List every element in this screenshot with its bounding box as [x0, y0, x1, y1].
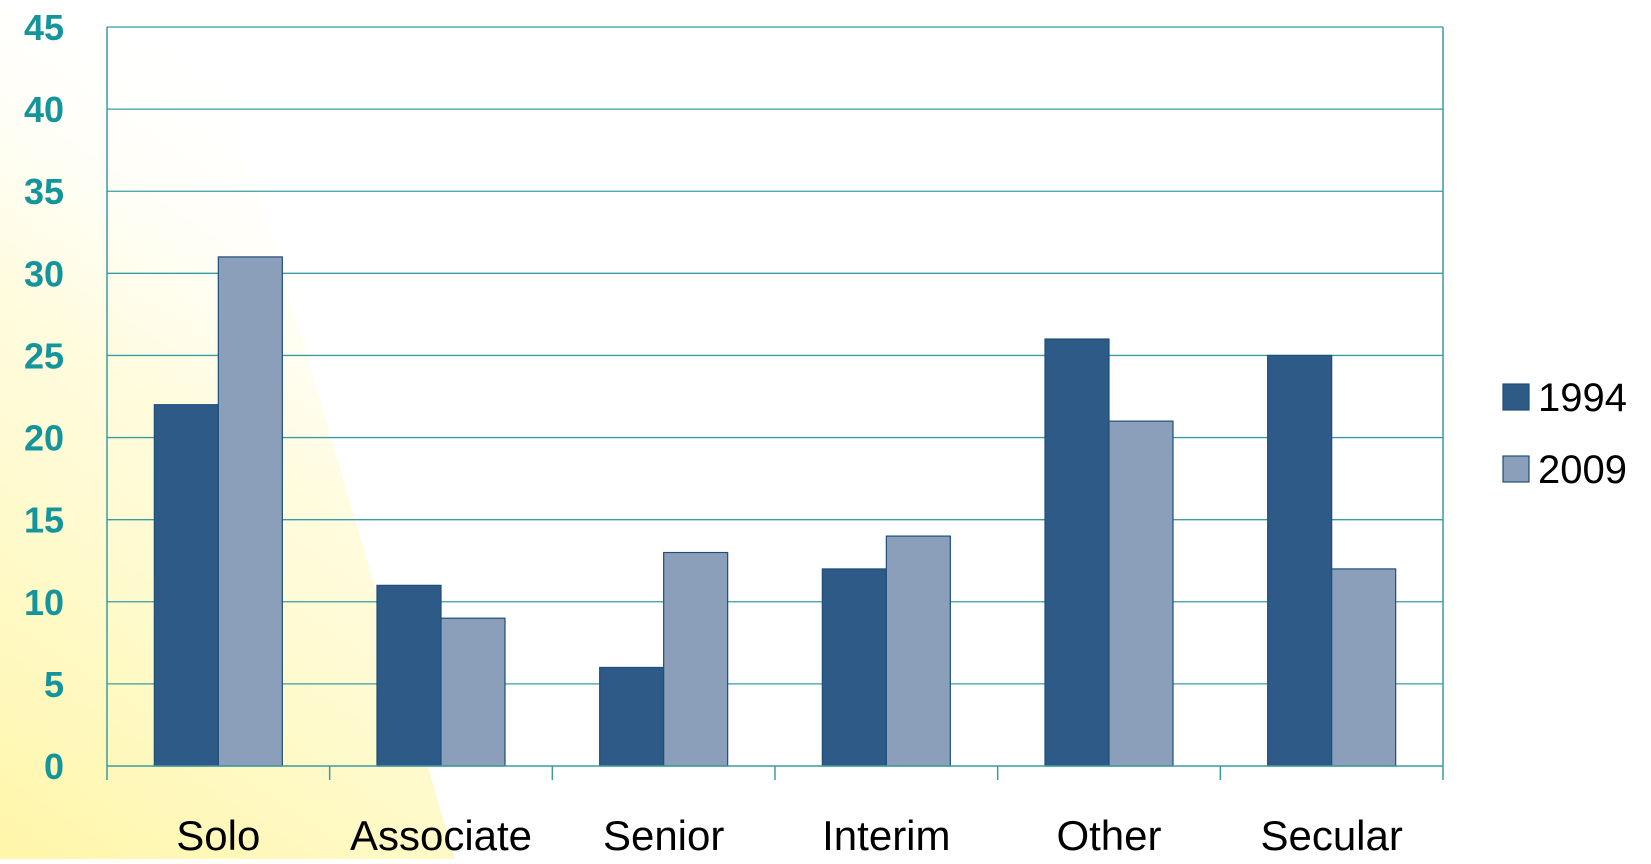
- y-tick-label: 20: [24, 418, 64, 459]
- y-tick-label: 25: [24, 335, 64, 376]
- legend-label-2009: 2009: [1538, 448, 1627, 492]
- y-tick-label: 35: [24, 171, 64, 212]
- bar-2009-solo: [217, 256, 283, 767]
- legend-swatch-2009: [1502, 455, 1530, 483]
- y-tick-label: 30: [24, 253, 64, 294]
- gridlines: [107, 26, 1443, 685]
- bar-2009-interim: [885, 535, 951, 767]
- bars: [153, 256, 1397, 767]
- legend: 1994 2009: [1502, 376, 1627, 492]
- legend-label-1994: 1994: [1538, 376, 1627, 420]
- y-tick-label: 10: [24, 582, 64, 623]
- tick-labels: 0 5 10 15 20 25 30 35 40 45 Solo Associate Senior Int…: [24, 7, 1403, 859]
- bar-2009-secular: [1331, 568, 1397, 767]
- y-tick-label: 5: [44, 664, 64, 705]
- bar-1994-associate: [376, 584, 442, 767]
- x-tick-label: Solo: [176, 812, 260, 859]
- bar-2009-associate: [440, 617, 506, 767]
- x-tick-label: Interim: [822, 812, 950, 859]
- bar-1994-senior: [599, 666, 665, 767]
- bar-1994-solo: [153, 404, 219, 767]
- bar-2009-other: [1108, 420, 1174, 767]
- x-tick-label: Other: [1056, 812, 1161, 859]
- y-tick-label: 15: [24, 500, 64, 541]
- bar-1994-interim: [821, 568, 887, 767]
- x-tick-label: Secular: [1260, 812, 1402, 859]
- bar-1994-other: [1044, 338, 1110, 767]
- legend-swatch-1994: [1502, 383, 1530, 411]
- x-tick-label: Associate: [350, 812, 532, 859]
- bar-1994-secular: [1267, 354, 1333, 767]
- y-tick-label: 0: [44, 746, 64, 787]
- axes: [106, 27, 1444, 780]
- x-tick-label: Senior: [603, 812, 724, 859]
- y-tick-label: 40: [24, 89, 64, 130]
- y-tick-label: 45: [24, 7, 64, 48]
- bar-2009-senior: [663, 551, 729, 767]
